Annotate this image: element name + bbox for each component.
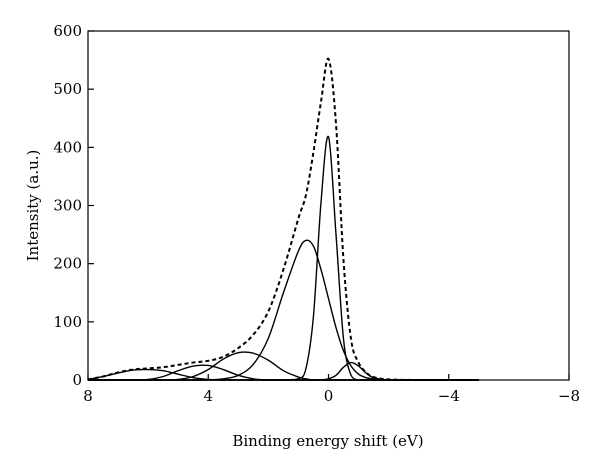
plot-frame [87,30,570,381]
y-tick-label: 0 [72,371,82,389]
series-line-component-6 [87,361,479,381]
y-tick-label: 300 [53,197,82,215]
series-line-component-2 [87,239,479,381]
y-tick-label: 200 [53,255,82,273]
series-line-component-4 [87,364,479,381]
series-layer [87,57,479,382]
series-line-component-3 [87,351,479,381]
x-tick-label: 4 [203,387,213,405]
y-tick-label: 500 [53,80,82,98]
x-tick-label: 0 [324,387,334,405]
x-axis-title: Binding energy shift (eV) [232,432,423,450]
y-axis-ticks: 0 100 200 300 400 500 600 [53,22,94,389]
y-tick-label: 600 [53,22,82,40]
x-axis-ticks: 8 4 0 −4 −8 [83,374,580,405]
series-line-total-dashed [87,57,479,382]
x-tick-label: −4 [438,387,460,405]
y-tick-label: 400 [53,138,82,156]
y-tick-label: 100 [53,313,82,331]
x-tick-label: 8 [83,387,93,405]
y-axis-title: Intensity (a.u.) [24,150,42,262]
series-line-component-1 [87,136,479,381]
x-tick-label: −8 [558,387,580,405]
